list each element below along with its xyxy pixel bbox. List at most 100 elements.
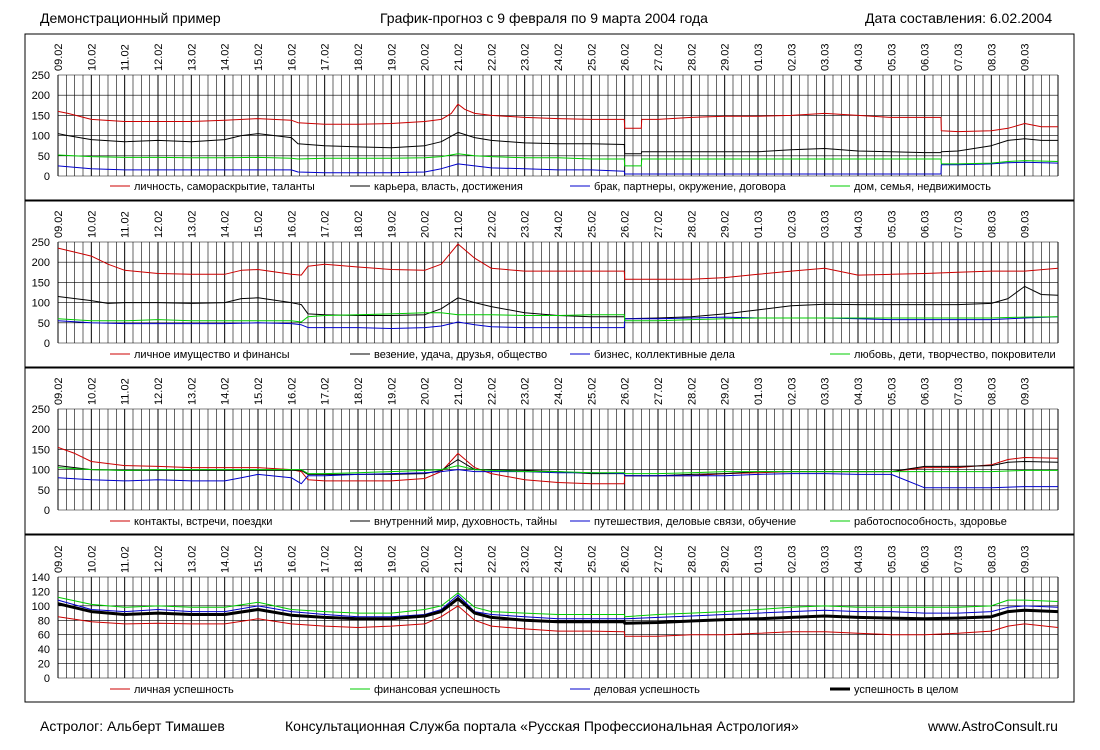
legend-label: деловая успешность bbox=[594, 684, 700, 696]
x-date-label: 05.03 bbox=[886, 210, 898, 238]
x-date-label: 14.02 bbox=[220, 545, 232, 573]
legend-label: карьера, власть, достижения bbox=[374, 181, 523, 193]
legend-label: успешность в целом bbox=[854, 684, 958, 696]
y-tick-label: 60 bbox=[38, 630, 50, 642]
x-date-label: 29.02 bbox=[720, 545, 732, 573]
chart-grid bbox=[57, 74, 1059, 177]
header-left: Демонстрационный пример bbox=[40, 10, 221, 26]
x-date-label: 16.02 bbox=[286, 545, 298, 573]
series-line bbox=[57, 597, 1059, 625]
x-date-label: 13.02 bbox=[186, 210, 198, 238]
series-line bbox=[57, 316, 1059, 329]
series-line bbox=[57, 469, 1058, 489]
x-date-label: 22.02 bbox=[486, 210, 498, 238]
x-date-label: 06.03 bbox=[920, 377, 932, 405]
x-date-label: 18.02 bbox=[353, 545, 365, 573]
x-date-label: 17.02 bbox=[320, 43, 332, 71]
x-date-label: 15.02 bbox=[253, 43, 265, 71]
panel-frame bbox=[24, 367, 1075, 535]
series-line bbox=[57, 161, 1059, 175]
legend-label: дом, семья, недвижимость bbox=[854, 181, 991, 193]
x-date-label: 27.02 bbox=[653, 210, 665, 238]
x-date-label: 22.02 bbox=[486, 545, 498, 573]
x-date-label: 21.02 bbox=[453, 545, 465, 573]
x-date-label: 06.03 bbox=[920, 210, 932, 238]
x-date-label: 01.03 bbox=[753, 545, 765, 573]
y-tick-label: 140 bbox=[32, 572, 50, 584]
x-date-label: 13.02 bbox=[186, 43, 198, 71]
x-date-label: 03.03 bbox=[820, 377, 832, 405]
x-date-label: 11.02 bbox=[120, 378, 132, 405]
y-tick-label: 20 bbox=[38, 659, 50, 671]
x-date-label: 24.02 bbox=[553, 210, 565, 238]
x-date-label: 14.02 bbox=[220, 377, 232, 405]
x-date-label: 17.02 bbox=[320, 545, 332, 573]
x-date-label: 01.03 bbox=[753, 43, 765, 71]
x-date-label: 27.02 bbox=[653, 43, 665, 71]
x-date-label: 05.03 bbox=[886, 545, 898, 573]
y-tick-label: 120 bbox=[32, 586, 50, 598]
x-date-label: 26.02 bbox=[620, 377, 632, 405]
series-line bbox=[57, 312, 1059, 323]
legend-label: контакты, встречи, поездки bbox=[134, 516, 272, 528]
footer-website[interactable]: www.AstroConsult.ru bbox=[928, 718, 1058, 734]
y-tick-label: 150 bbox=[32, 110, 50, 122]
x-date-label: 01.03 bbox=[753, 210, 765, 238]
x-date-label: 01.03 bbox=[753, 377, 765, 405]
x-date-label: 08.03 bbox=[986, 43, 998, 71]
y-tick-label: 200 bbox=[32, 90, 50, 102]
x-date-label: 07.03 bbox=[953, 545, 965, 573]
x-date-label: 23.02 bbox=[520, 210, 532, 238]
x-date-label: 25.02 bbox=[586, 377, 598, 405]
y-tick-label: 150 bbox=[32, 444, 50, 456]
x-date-label: 22.02 bbox=[486, 377, 498, 405]
x-date-label: 11.02 bbox=[120, 44, 132, 71]
x-date-label: 24.02 bbox=[553, 43, 565, 71]
x-date-label: 09.02 bbox=[53, 210, 65, 238]
y-tick-label: 100 bbox=[32, 131, 50, 143]
x-date-label: 22.02 bbox=[486, 43, 498, 71]
x-date-label: 27.02 bbox=[653, 377, 665, 405]
x-date-label: 19.02 bbox=[386, 377, 398, 405]
x-date-label: 09.02 bbox=[53, 377, 65, 405]
x-date-label: 10.02 bbox=[86, 43, 98, 71]
x-date-label: 25.02 bbox=[586, 43, 598, 71]
x-date-label: 23.02 bbox=[520, 545, 532, 573]
x-date-label: 12.02 bbox=[153, 43, 165, 71]
x-date-label: 19.02 bbox=[386, 545, 398, 573]
x-date-label: 04.03 bbox=[853, 377, 865, 405]
x-date-label: 28.02 bbox=[686, 43, 698, 71]
x-date-label: 02.03 bbox=[786, 210, 798, 238]
x-date-label: 03.03 bbox=[820, 545, 832, 573]
x-date-label: 16.02 bbox=[286, 43, 298, 71]
x-date-label: 17.02 bbox=[320, 377, 332, 405]
x-date-label: 03.03 bbox=[820, 210, 832, 238]
y-tick-label: 250 bbox=[32, 404, 50, 416]
x-date-label: 06.03 bbox=[920, 43, 932, 71]
x-date-label: 28.02 bbox=[686, 210, 698, 238]
x-date-label: 24.02 bbox=[553, 545, 565, 573]
legend-label: финансовая успешность bbox=[374, 684, 501, 696]
x-date-label: 21.02 bbox=[453, 210, 465, 238]
x-date-label: 08.03 bbox=[986, 210, 998, 238]
x-date-label: 12.02 bbox=[153, 377, 165, 405]
footer-service: Консультационная Служба портала «Русская… bbox=[285, 718, 799, 734]
x-date-label: 26.02 bbox=[620, 43, 632, 71]
legend-label: путешествия, деловые связи, обучение bbox=[594, 516, 796, 528]
x-date-label: 28.02 bbox=[686, 545, 698, 573]
y-tick-label: 200 bbox=[32, 257, 50, 269]
y-tick-label: 100 bbox=[32, 601, 50, 613]
y-tick-label: 250 bbox=[32, 70, 50, 82]
series-line bbox=[57, 465, 1058, 475]
x-date-label: 05.03 bbox=[886, 43, 898, 71]
x-date-label: 16.02 bbox=[286, 377, 298, 405]
x-date-label: 25.02 bbox=[586, 545, 598, 573]
x-date-label: 09.03 bbox=[1020, 377, 1032, 405]
y-tick-label: 50 bbox=[38, 151, 50, 163]
x-date-label: 10.02 bbox=[86, 210, 98, 238]
y-tick-label: 50 bbox=[38, 485, 50, 497]
x-date-label: 12.02 bbox=[153, 210, 165, 238]
